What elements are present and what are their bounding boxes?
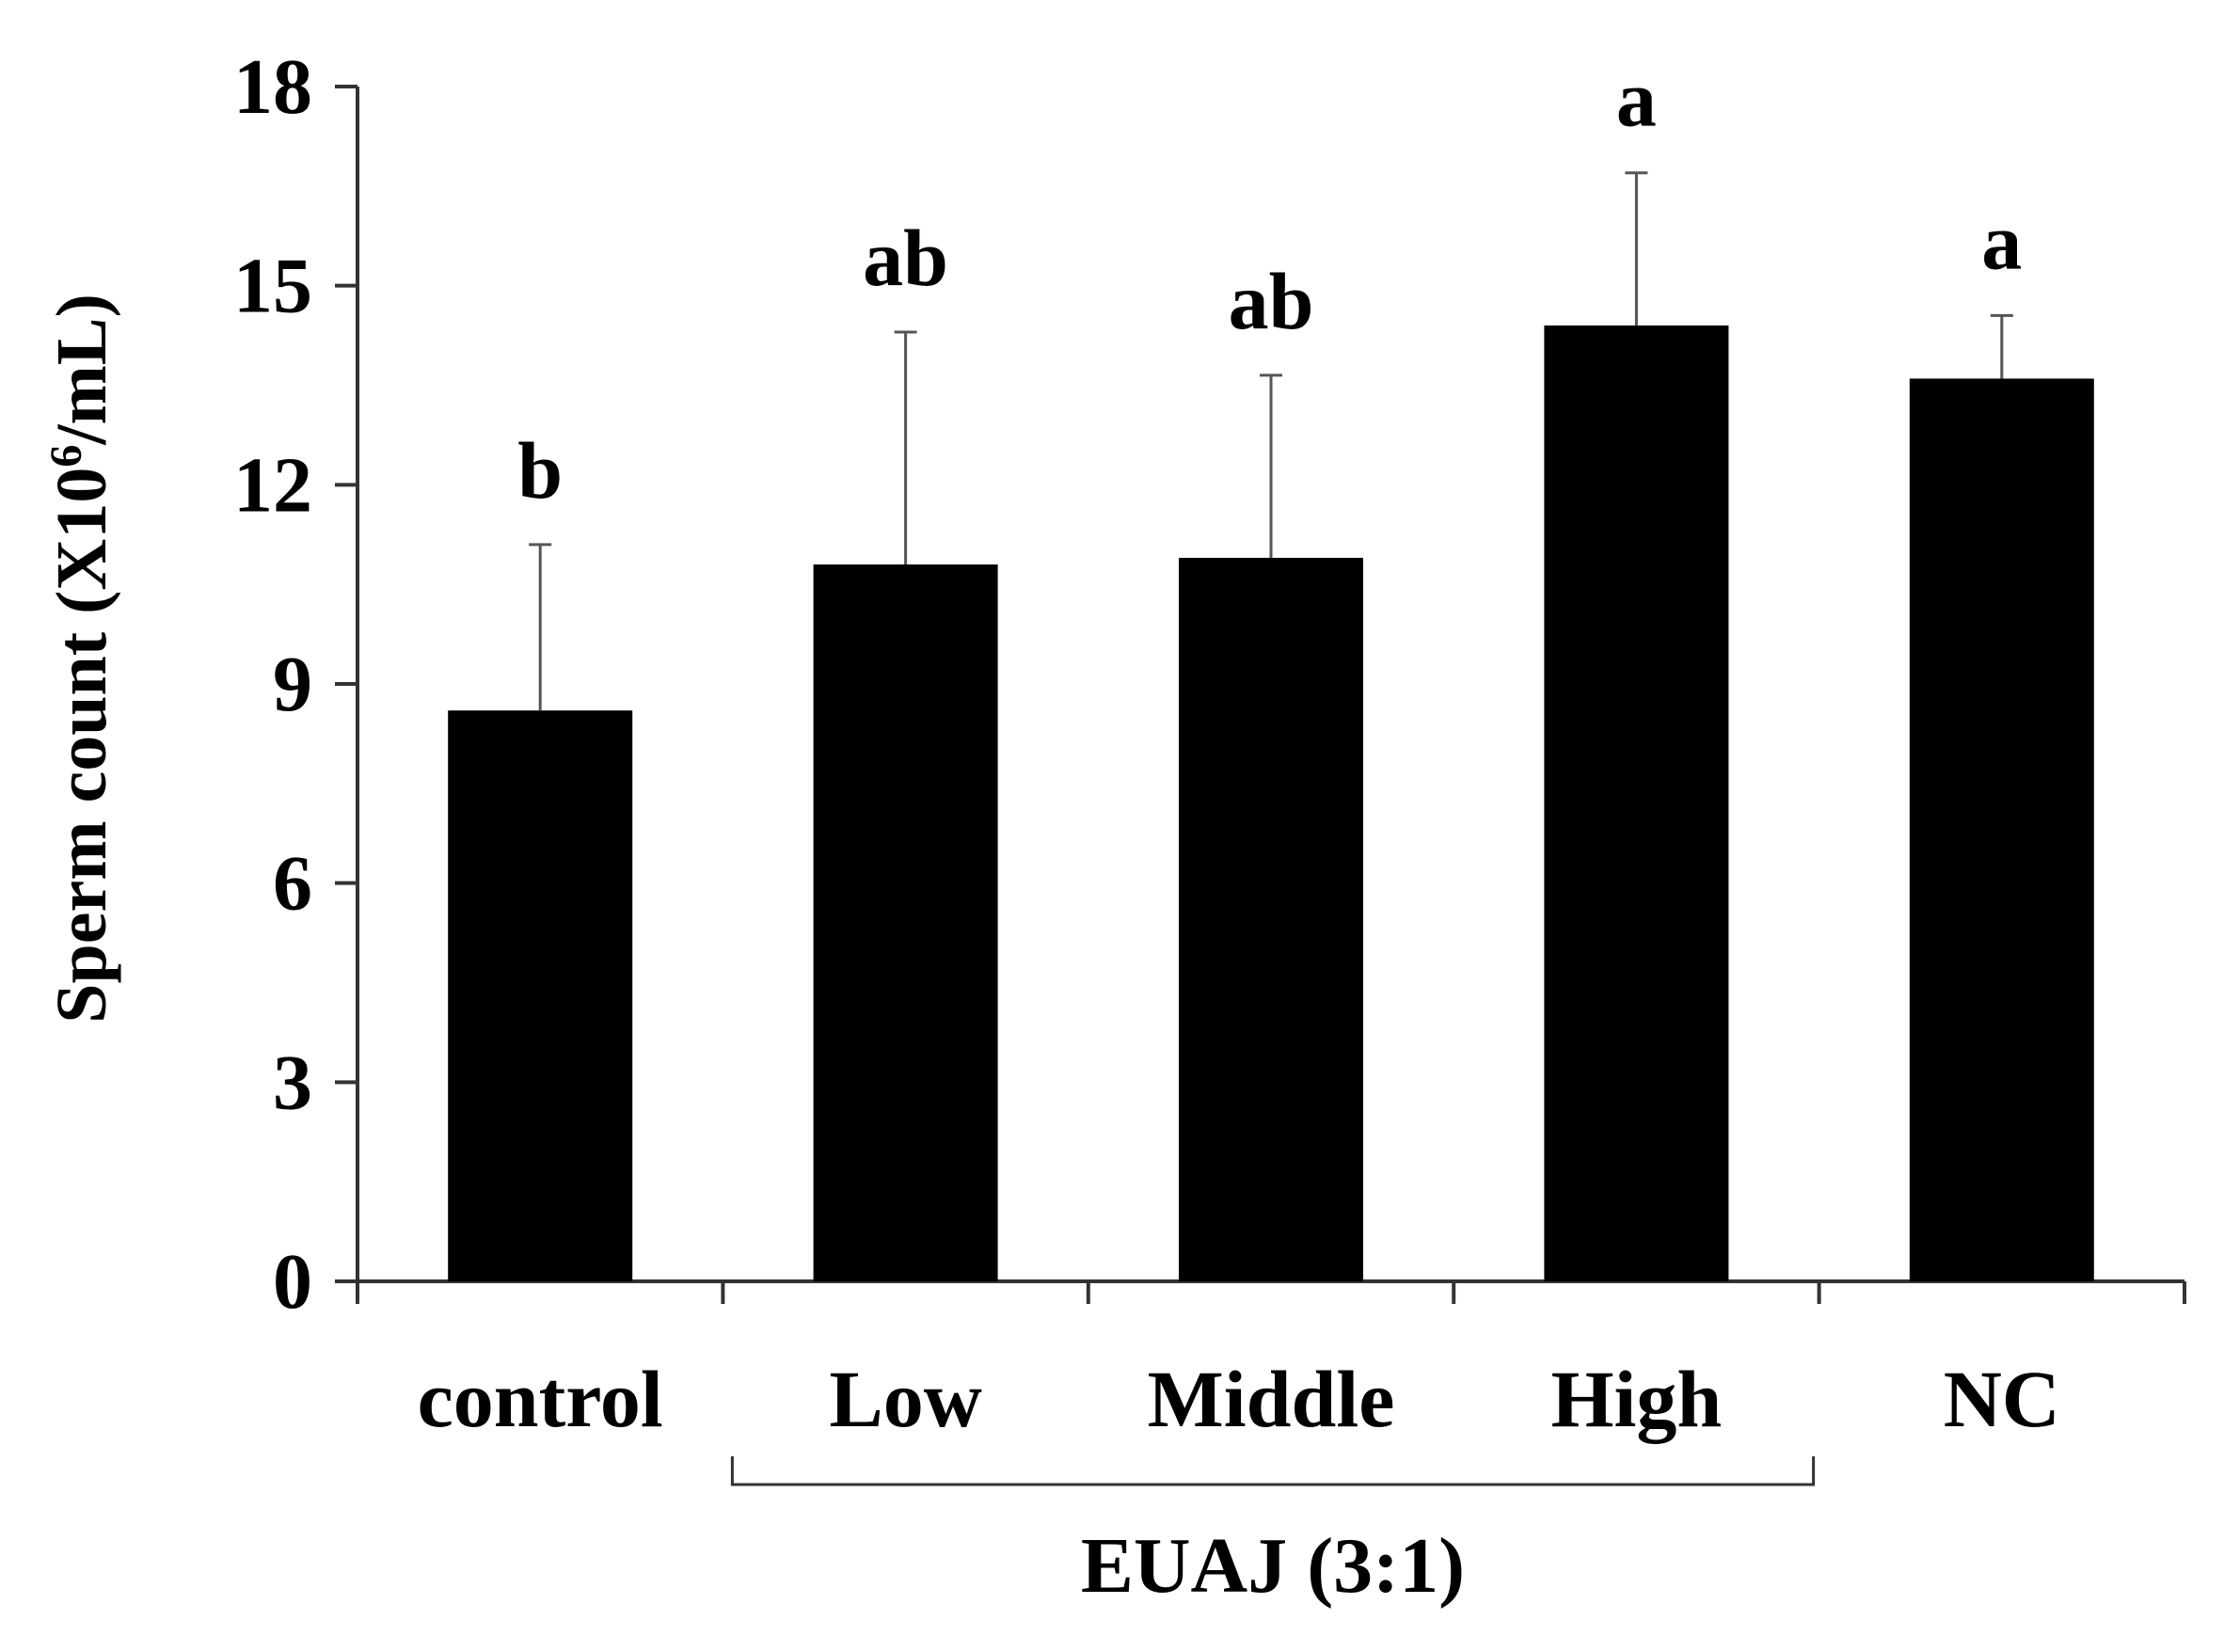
x-tick-label: High bbox=[1551, 1354, 1723, 1444]
x-tick-label: Low bbox=[829, 1354, 981, 1444]
significance-label: ab bbox=[1229, 256, 1314, 346]
y-tick-label: 6 bbox=[273, 840, 312, 928]
y-tick-label: 3 bbox=[273, 1039, 312, 1126]
x-tick-label: control bbox=[418, 1354, 663, 1444]
plot-area: 0 3 6 9 12 15 18 b control ab Low ab Middle a High a NC E… bbox=[233, 43, 2186, 1610]
significance-label: a bbox=[1616, 54, 1657, 144]
y-axis-label-tail: /mL) bbox=[42, 294, 121, 445]
significance-label: a bbox=[1981, 196, 2022, 286]
bar-nc bbox=[1909, 378, 2094, 1281]
y-axis-label-main: Sperm count ( bbox=[42, 591, 121, 1024]
y-tick-label: 0 bbox=[273, 1238, 312, 1326]
bar-control bbox=[448, 710, 633, 1281]
group-label: EUAJ (3:1) bbox=[1081, 1522, 1465, 1610]
y-tick-label: 12 bbox=[233, 441, 312, 529]
y-tick-label: 9 bbox=[273, 641, 312, 728]
y-axis-label-text: Sperm count (X106/mL) bbox=[41, 294, 122, 1024]
y-axis-label-exponent: 6 bbox=[41, 445, 91, 468]
group-bracket bbox=[730, 1456, 1816, 1486]
y-axis-label: Sperm count (X106/mL) bbox=[41, 294, 122, 1024]
bar-high bbox=[1544, 326, 1729, 1281]
y-tick-label: 15 bbox=[233, 243, 312, 330]
bar-low bbox=[813, 564, 998, 1281]
significance-label: b bbox=[517, 425, 563, 516]
y-axis-label-unit: X10 bbox=[42, 468, 121, 591]
y-tick-label: 18 bbox=[233, 43, 312, 131]
bar-middle bbox=[1179, 557, 1363, 1281]
x-tick-label: NC bbox=[1944, 1354, 2060, 1444]
x-tick-label: Middle bbox=[1148, 1354, 1395, 1444]
significance-label: ab bbox=[863, 213, 948, 303]
